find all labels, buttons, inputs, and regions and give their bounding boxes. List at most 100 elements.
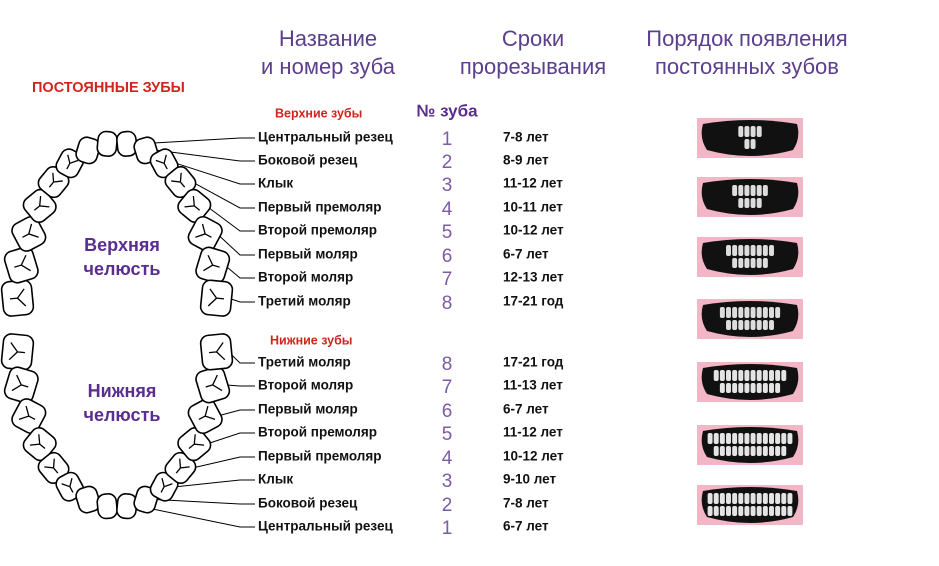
tooth-groove [11,374,29,392]
tooth-name: Второй премоляр [258,223,377,238]
mouth-tooth [738,446,744,456]
mouth-tooth [732,258,738,268]
tooth-groove [160,478,173,493]
tooth-name: Центральный резец [258,519,393,534]
tooth-number: 1 [442,129,453,150]
leader-line [157,149,255,162]
mouth-image [697,237,803,277]
tooth-groove [208,342,226,361]
tooth-name: Первый премоляр [258,200,381,215]
tooth [199,279,234,317]
tooth-groove [171,172,186,188]
mouth-tooth [762,307,768,318]
tooth [177,188,212,223]
tooth-number: 6 [442,246,453,267]
tooth-groove [195,223,212,238]
tooth [3,246,39,284]
mouth-image [697,299,803,339]
tooth [164,451,197,485]
jaw-label: Нижняя [88,381,157,401]
mouth-tooth [738,126,744,137]
mouth-tooth [713,493,719,504]
mouth [701,239,799,275]
mouth-tooth [762,320,768,330]
mouth-tooth [781,433,787,444]
mouth-tooth [756,370,762,381]
mouth-tooth [750,383,756,393]
tooth [0,333,35,371]
tooth-number: 5 [442,424,453,445]
mouth-tooth [769,433,774,444]
mouth-tooth [732,383,738,393]
tooth-name: Первый моляр [258,402,358,417]
mouth-tooth [719,383,725,393]
tooth [96,130,118,157]
mouth-tooth [750,198,756,208]
mouth-tooth [707,433,713,444]
tooth-name: Центральный резец [258,130,393,145]
tooth-groove [22,223,39,238]
mouth-tooth [738,258,744,268]
tooth-name: Клык [258,176,293,191]
leader-line [138,505,255,528]
mouth-tooth [744,320,750,330]
mouth-tooth [726,446,731,456]
column-header: Сроки [502,26,564,51]
tooth-number: 4 [442,199,453,220]
tooth-name: Боковой резец [258,153,358,168]
mouth [701,179,799,215]
mouth-tooth [769,383,774,393]
mouth-tooth [732,493,738,504]
mouth-tooth [744,185,750,196]
mouth-tooth [744,493,750,504]
mouth-tooth [732,185,738,196]
leader-line [192,181,255,209]
tooth [187,398,223,435]
tooth-number: 3 [442,175,453,196]
tooth-number: 5 [442,222,453,243]
leader-line [138,137,255,145]
mouth-tooth [738,320,744,330]
tooth [0,279,35,317]
tooth [3,366,39,404]
tooth-name: Второй моляр [258,378,353,393]
mouth-tooth [707,506,713,516]
mouth-tooth [738,185,744,196]
tooth-groove [205,374,223,392]
mouth-tooth [762,446,768,456]
tooth-groove [203,254,220,272]
leader-line [192,456,255,469]
mouth-tooth [707,493,713,504]
mouth-tooth [732,320,738,330]
mouth-tooth [732,446,738,456]
mouth-tooth [756,126,762,137]
section-title: Верхние зубы [275,106,362,120]
tooth-shape [75,485,101,514]
leader-line [206,205,255,232]
mouth-image [697,362,803,402]
tooth-number: 1 [442,518,453,539]
eruption-age: 11-12 лет [503,425,563,440]
tooth-groove [207,288,225,307]
tooth-number: 7 [442,377,453,398]
jaw-label: челюсть [84,259,161,279]
mouth-tooth [726,245,731,256]
tooth [195,246,231,284]
section-title: Нижние зубы [270,333,352,347]
tooth-name: Третий моляр [258,294,351,309]
tooth-name: Третий моляр [258,355,351,370]
mouth-tooth [750,433,756,444]
mouth-tooth [769,320,774,330]
tooth [75,136,101,165]
eruption-age: 17-21 год [503,294,564,309]
mouth-tooth [744,370,750,381]
mouth-tooth [775,433,781,444]
mouth-tooth [787,506,793,516]
mouth-tooth [769,446,774,456]
mouth-tooth [781,506,787,516]
eruption-age: 10-12 лет [503,223,564,238]
mouth-image [697,118,803,158]
eruption-age: 7-8 лет [503,496,549,511]
eruption-age: 12-13 лет [503,270,564,285]
mouth-tooth [719,446,725,456]
